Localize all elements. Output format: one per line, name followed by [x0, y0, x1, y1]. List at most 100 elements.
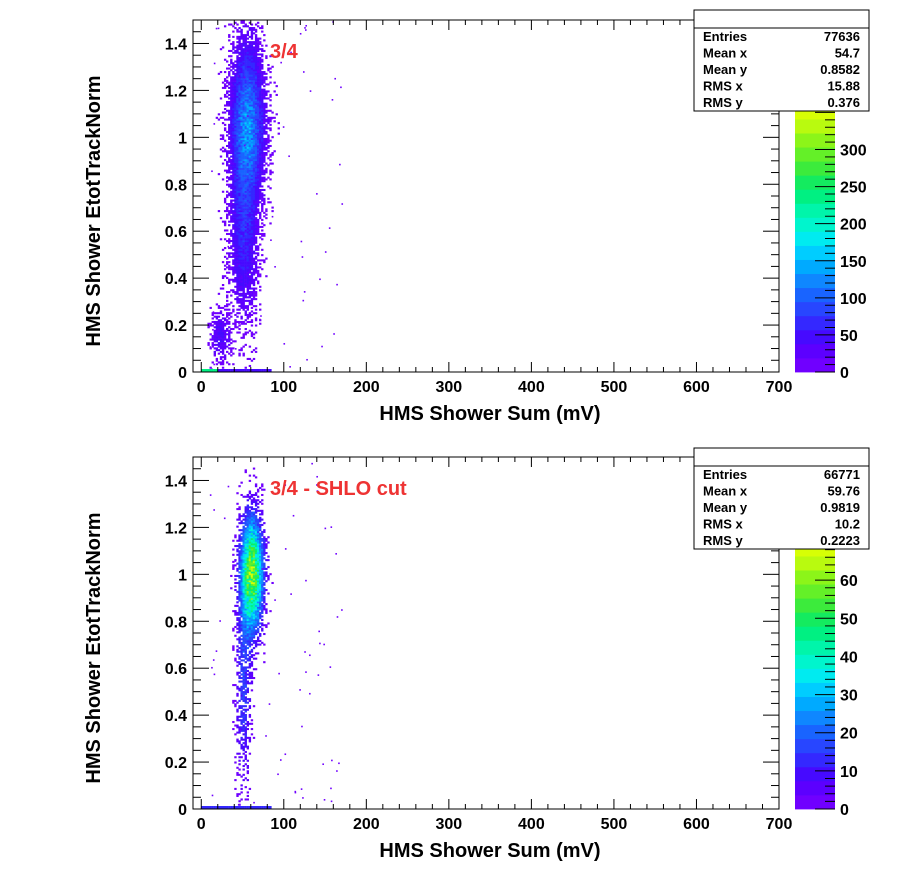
- heatmap-cell: [248, 111, 252, 114]
- heatmap-cell: [213, 312, 216, 315]
- heatmap-cell: [252, 137, 256, 140]
- heatmap-cell: [228, 136, 231, 139]
- heatmap-cell: [265, 76, 268, 79]
- heatmap-cell: [238, 173, 241, 176]
- heatmap-cell: [261, 229, 264, 232]
- heatmap-cell: [238, 130, 241, 133]
- heatmap-cell: [252, 99, 256, 102]
- heatmap-cell: [244, 777, 247, 780]
- heatmap-cell: [236, 247, 239, 250]
- heatmap-cell: [232, 196, 235, 199]
- heatmap-cell: [246, 162, 250, 165]
- heatmap-cell: [254, 159, 258, 162]
- heatmap-cell: [277, 773, 279, 776]
- heatmap-cell: [244, 585, 247, 588]
- heatmap-cell: [236, 187, 239, 190]
- heatmap-cell: [252, 79, 256, 82]
- heatmap-cell: [294, 791, 297, 794]
- heatmap-cell: [267, 97, 270, 100]
- heatmap-cell: [252, 545, 256, 548]
- heatmap-cell: [209, 324, 212, 327]
- heatmap-cell: [252, 578, 256, 581]
- heatmap-cell: [261, 564, 264, 567]
- heatmap-cell: [230, 23, 233, 26]
- heatmap-cell: [234, 127, 237, 130]
- heatmap-cell: [265, 137, 268, 140]
- heatmap-cell: [246, 636, 250, 639]
- heatmap-cell: [244, 229, 247, 232]
- heatmap-cell: [246, 109, 250, 112]
- heatmap-cell: [250, 513, 254, 516]
- heatmap-cell: [263, 153, 266, 156]
- heatmap-cell: [232, 150, 235, 153]
- heatmap-cell: [238, 627, 241, 630]
- heatmap-cell: [240, 481, 243, 484]
- heatmap-cell: [256, 58, 260, 61]
- heatmap-cell: [244, 106, 247, 109]
- heatmap-cell: [246, 225, 250, 228]
- heatmap-cell: [263, 129, 266, 132]
- heatmap-cell: [238, 27, 241, 30]
- heatmap-cell: [221, 356, 225, 359]
- heatmap-cell: [240, 240, 243, 243]
- heatmap-cell: [232, 340, 235, 343]
- heatmap-cell: [238, 594, 241, 597]
- heatmap-cell: [248, 252, 252, 255]
- heatmap-cell: [246, 254, 250, 257]
- heatmap-cell: [252, 597, 256, 600]
- heatmap-cell: [228, 213, 231, 216]
- heatmap-cell: [254, 55, 258, 58]
- heatmap-cell: [228, 313, 231, 316]
- heatmap-cell: [250, 178, 254, 181]
- heatmap-cell: [248, 573, 252, 576]
- heatmap-cell: [234, 102, 237, 105]
- heatmap-cell: [248, 497, 252, 500]
- heatmap-cell: [252, 555, 256, 558]
- heatmap-cell: [248, 474, 252, 477]
- heatmap-cell: [242, 640, 245, 643]
- heatmap-cell: [319, 642, 321, 645]
- heatmap-cell: [242, 146, 245, 149]
- heatmap-cell: [252, 208, 256, 211]
- heatmap-cell: [254, 629, 258, 632]
- heatmap-cell: [261, 76, 264, 79]
- heatmap-cell: [252, 109, 256, 112]
- x-tick-label: 600: [683, 816, 710, 833]
- heatmap-cell: [248, 122, 252, 125]
- heatmap-cell: [238, 120, 241, 123]
- heatmap-cell: [248, 523, 252, 526]
- heatmap-cell: [242, 615, 245, 618]
- heatmap-cell: [238, 58, 241, 61]
- heatmap-cell: [248, 81, 252, 84]
- heatmap-cell: [254, 559, 258, 562]
- heatmap-cell: [236, 88, 239, 91]
- heatmap-cell: [250, 541, 254, 544]
- heatmap-cell: [228, 240, 231, 243]
- heatmap-cell: [263, 120, 266, 123]
- heatmap-cell: [240, 641, 243, 644]
- heatmap-cell: [236, 548, 239, 551]
- heatmap-cell: [221, 116, 225, 119]
- heatmap-cell: [242, 278, 245, 281]
- heatmap-cell: [238, 271, 241, 274]
- heatmap-cell: [248, 541, 252, 544]
- heatmap-cell: [236, 150, 239, 153]
- heatmap-cell: [230, 194, 233, 197]
- heatmap-cell: [254, 160, 258, 163]
- heatmap-cell: [244, 685, 247, 688]
- heatmap-cell: [261, 641, 264, 644]
- heatmap-cell: [252, 113, 256, 116]
- heatmap-cell: [252, 178, 256, 181]
- heatmap-cell: [236, 597, 239, 600]
- heatmap-cell: [250, 578, 254, 581]
- heatmap-cell: [252, 132, 256, 135]
- y-tick-label: 0.4: [165, 708, 187, 725]
- heatmap-cell: [236, 719, 239, 722]
- color-scale-bin: [795, 710, 835, 726]
- heatmap-cell: [250, 636, 254, 639]
- heatmap-cell: [246, 627, 250, 630]
- heatmap-cell: [242, 164, 245, 167]
- heatmap-cell: [240, 44, 243, 47]
- heatmap-cell: [234, 162, 237, 165]
- heatmap-cell: [242, 768, 245, 771]
